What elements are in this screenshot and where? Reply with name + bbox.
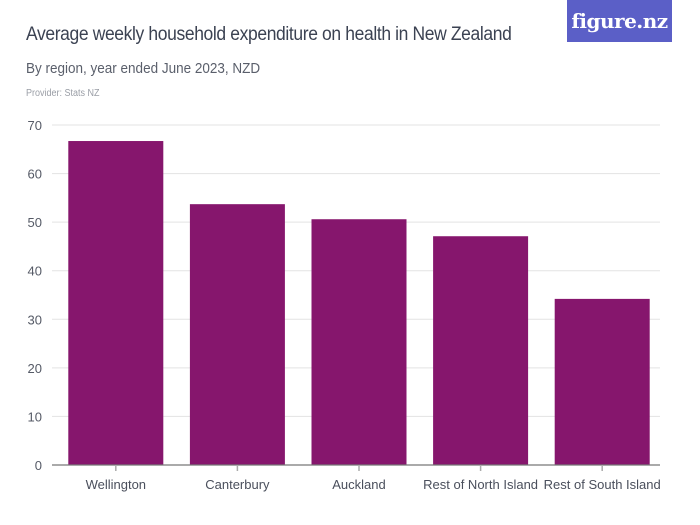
- y-tick-label: 10: [28, 409, 42, 424]
- x-tick-label: Canterbury: [205, 477, 270, 492]
- x-tick-label: Rest of North Island: [423, 477, 538, 492]
- y-tick-label: 70: [28, 118, 42, 133]
- bar[interactable]: [189, 204, 285, 465]
- bar[interactable]: [68, 141, 164, 465]
- figure-nz-logo[interactable]: figure.nz: [567, 0, 672, 42]
- y-tick-label: 20: [28, 361, 42, 376]
- provider-label: Provider: Stats NZ: [26, 88, 100, 99]
- bars: [68, 141, 650, 465]
- y-tick-label: 30: [28, 312, 42, 327]
- y-tick-label: 60: [28, 167, 42, 182]
- y-axis-ticks: 0 10 20 30 40 50 60 70: [28, 118, 42, 473]
- y-tick-label: 50: [28, 215, 42, 230]
- logo-text: figure.nz: [571, 9, 668, 33]
- chart-title: Average weekly household expenditure on …: [26, 24, 512, 45]
- chart-subtitle: By region, year ended June 2023, NZD: [26, 60, 261, 77]
- y-tick-label: 40: [28, 264, 42, 279]
- bar[interactable]: [311, 219, 407, 465]
- x-tick-label: Rest of South Island: [544, 477, 661, 492]
- bar[interactable]: [433, 236, 529, 465]
- x-axis-ticks: Wellington Canterbury Auckland Rest of Nort…: [86, 465, 661, 492]
- bar[interactable]: [554, 298, 650, 465]
- x-tick-label: Auckland: [332, 477, 385, 492]
- x-tick-label: Wellington: [86, 477, 146, 492]
- y-tick-label: 0: [35, 458, 42, 473]
